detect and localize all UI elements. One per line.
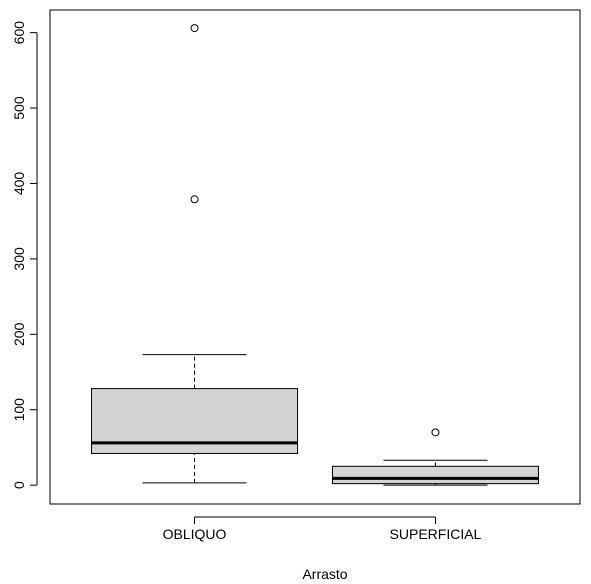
boxes [91,24,539,486]
y-axis: 0 100 200 300 400 500 600 [11,21,38,489]
outlier-point [431,428,440,437]
y-tick-label: 400 [11,172,27,196]
outlier-point [190,195,199,204]
y-tick-label: 300 [11,247,27,271]
y-tick-label: 600 [11,21,27,45]
x-tick-label: SUPERFICIAL [390,526,482,542]
plot-frame [49,9,581,505]
box-obliquo [91,24,299,484]
y-tick-label: 0 [11,481,27,489]
y-tick-label: 200 [11,322,27,346]
y-tick-label: 500 [11,96,27,120]
box-superficial [331,428,539,486]
x-tick-label: OBLIQUO [163,526,227,542]
outlier-point [190,24,199,33]
x-axis: OBLIQUO SUPERFICIAL [163,516,482,542]
y-tick-label: 100 [11,398,27,422]
iqr-box [331,465,539,485]
x-axis-title: Arrasto [302,566,347,582]
